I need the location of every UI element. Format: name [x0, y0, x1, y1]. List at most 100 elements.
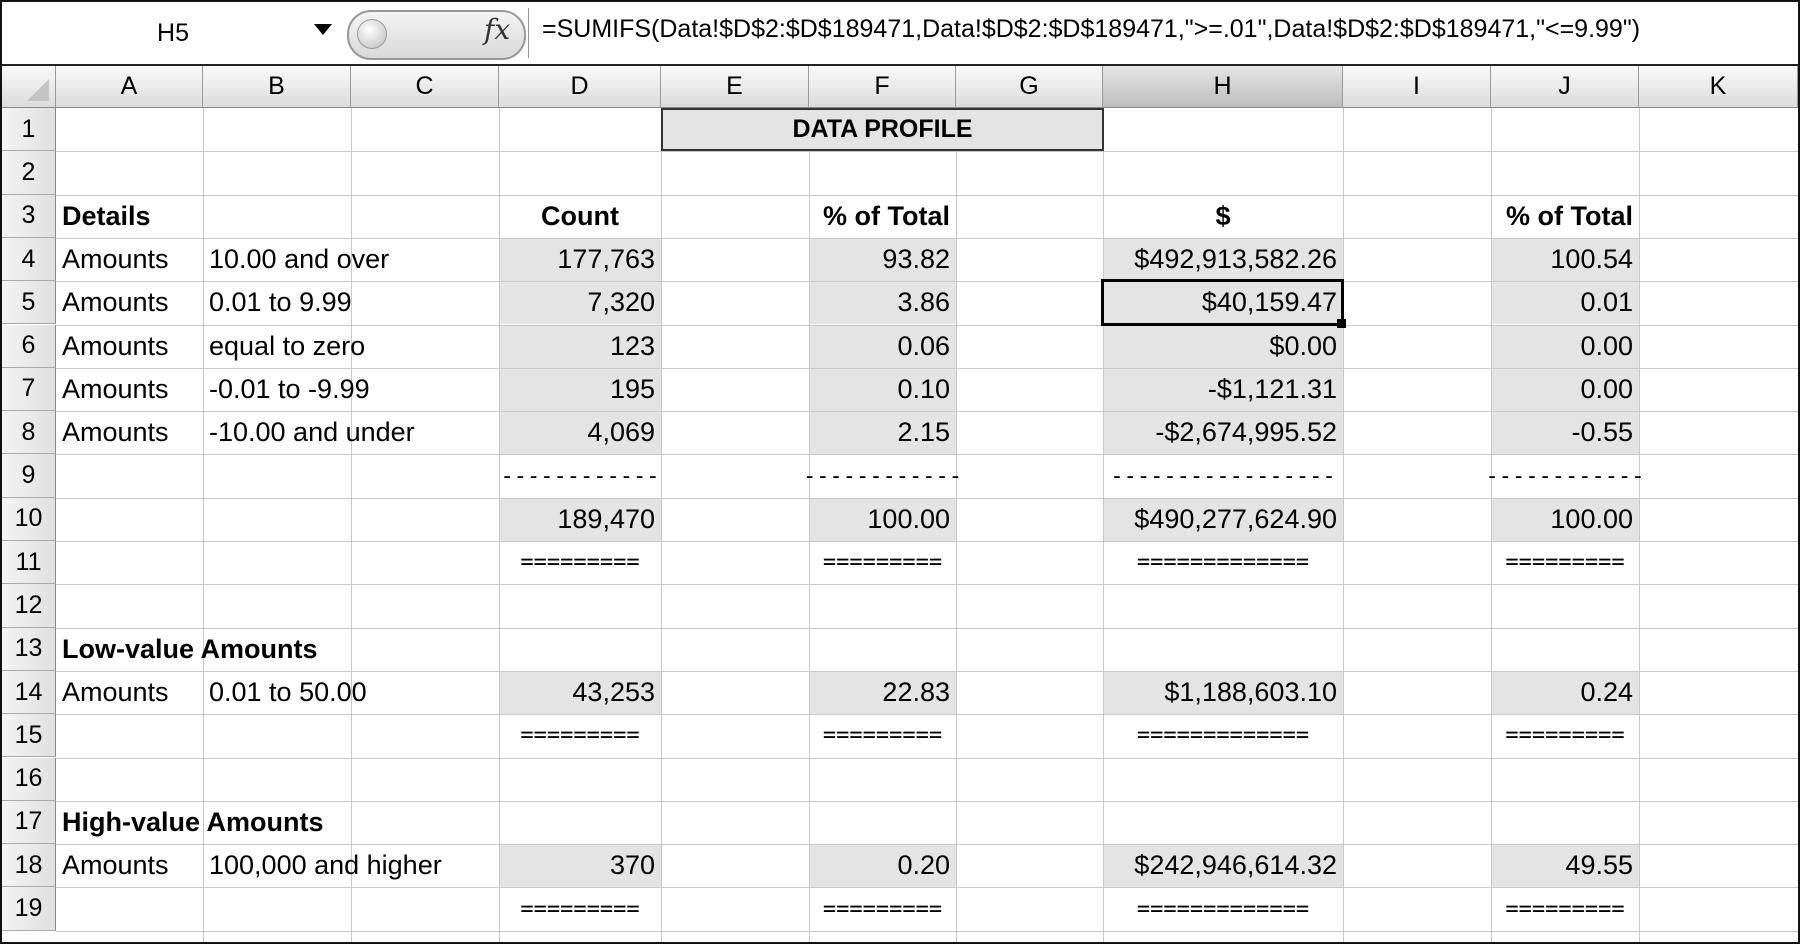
detail-range-cell[interactable]: 0.01 to 9.99 [209, 287, 352, 318]
detail-pct-cell[interactable]: 0.06 [897, 330, 950, 361]
low-value-label-cell[interactable]: Amounts [62, 677, 169, 708]
row-header-15[interactable]: 15 [2, 714, 56, 758]
row-header-12[interactable]: 12 [2, 584, 56, 628]
formula-bar-expander[interactable] [347, 10, 526, 60]
column-header-a[interactable]: A [56, 66, 203, 108]
column-header-c[interactable]: C [351, 66, 499, 108]
detail-pct-amount-cell[interactable]: 0.00 [1580, 330, 1633, 361]
dash-separator[interactable]: ----------------- [1110, 463, 1336, 489]
worksheet-grid[interactable]: A B C D E F G H I J K 1 2 3 4 5 6 7 8 9 10 11 12 13 14 15 16 17 18 19… [2, 66, 1798, 942]
row-header-17[interactable]: 17 [2, 800, 56, 845]
detail-count-cell[interactable]: 177,763 [557, 244, 655, 275]
low-value-amount-cell[interactable]: $1,188,603.10 [1164, 677, 1337, 708]
high-value-range-cell[interactable]: 100,000 and higher [209, 850, 442, 881]
detail-pct-amount-cell[interactable]: -0.55 [1571, 417, 1633, 448]
column-header-j[interactable]: J [1491, 66, 1639, 108]
high-value-pct-amount-cell[interactable]: 49.55 [1565, 850, 1633, 881]
detail-amount-cell[interactable]: $0.00 [1269, 330, 1337, 361]
detail-count-cell[interactable]: 195 [609, 373, 655, 404]
row-header-1[interactable]: 1 [2, 108, 56, 152]
column-header-d[interactable]: D [499, 66, 661, 108]
count-header[interactable]: Count [541, 200, 619, 231]
high-value-pct-cell[interactable]: 0.20 [897, 850, 950, 881]
insert-function-icon[interactable]: fx [484, 13, 511, 46]
detail-range-cell[interactable]: -10.00 and under [209, 417, 415, 448]
row-header-6[interactable]: 6 [2, 324, 56, 368]
column-header-i[interactable]: I [1343, 66, 1491, 108]
row-header-11[interactable]: 11 [2, 541, 56, 585]
low-value-heading[interactable]: Low-value Amounts [62, 633, 318, 664]
high-value-count-cell[interactable]: 370 [609, 850, 655, 881]
double-separator[interactable]: ============= [1136, 550, 1310, 576]
dollars-header[interactable]: $ [1215, 200, 1231, 231]
detail-label-cell[interactable]: Amounts [62, 373, 169, 404]
low-value-count-cell[interactable]: 43,253 [572, 677, 655, 708]
row-header-5[interactable]: 5 [2, 281, 56, 325]
column-header-f[interactable]: F [809, 66, 956, 108]
double-separator[interactable]: ========= [1505, 550, 1625, 576]
row-header-9[interactable]: 9 [2, 454, 56, 498]
fill-handle[interactable] [1337, 318, 1346, 328]
row-header-16[interactable]: 16 [2, 757, 56, 801]
name-box[interactable]: H5 [157, 18, 189, 47]
detail-count-cell[interactable]: 4,069 [587, 417, 655, 448]
row-header-2[interactable]: 2 [2, 151, 56, 195]
formula-input[interactable]: =SUMIFS(Data!$D$2:$D$189471,Data!$D$2:$D… [542, 15, 1641, 43]
detail-range-cell[interactable]: -0.01 to -9.99 [209, 373, 370, 404]
double-separator[interactable]: ============= [1136, 723, 1310, 749]
pct-count-header[interactable]: % of Total [823, 200, 950, 231]
double-separator[interactable]: ========= [520, 723, 640, 749]
detail-label-cell[interactable]: Amounts [62, 244, 169, 275]
high-value-heading[interactable]: High-value Amounts [62, 806, 324, 837]
pct-dollars-header[interactable]: % of Total [1506, 200, 1633, 231]
total-count-cell[interactable]: 189,470 [557, 503, 655, 534]
total-amount-cell[interactable]: $490,277,624.90 [1134, 503, 1337, 534]
column-header-e[interactable]: E [661, 66, 809, 108]
dash-separator[interactable]: ------------ [500, 463, 660, 489]
detail-count-cell[interactable]: 123 [609, 330, 655, 361]
detail-pct-amount-cell[interactable]: 0.00 [1580, 373, 1633, 404]
row-header-19[interactable]: 19 [2, 887, 56, 931]
high-value-label-cell[interactable]: Amounts [62, 850, 169, 881]
row-header-13[interactable]: 13 [2, 627, 56, 671]
active-cell-outline[interactable] [1101, 279, 1344, 327]
column-header-g[interactable]: G [956, 66, 1103, 108]
detail-range-cell[interactable]: 10.00 and over [209, 244, 390, 275]
double-separator[interactable]: ========= [520, 896, 640, 922]
double-separator[interactable]: ========= [822, 896, 943, 922]
column-header-h[interactable]: H [1103, 66, 1343, 108]
column-header-k[interactable]: K [1639, 66, 1798, 108]
dash-separator[interactable]: ------------ [803, 463, 962, 489]
column-header-b[interactable]: B [203, 66, 351, 108]
low-value-pct-amount-cell[interactable]: 0.24 [1580, 677, 1633, 708]
double-separator[interactable]: ========= [822, 723, 943, 749]
detail-pct-cell[interactable]: 2.15 [897, 417, 950, 448]
detail-count-cell[interactable]: 7,320 [587, 287, 655, 318]
double-separator[interactable]: ========= [1505, 723, 1625, 749]
detail-pct-cell[interactable]: 93.82 [882, 244, 950, 275]
chevron-down-icon[interactable] [314, 24, 332, 35]
row-header-14[interactable]: 14 [2, 670, 56, 715]
double-separator[interactable]: ============= [1136, 896, 1310, 922]
select-all-button[interactable] [2, 66, 56, 108]
row-header-18[interactable]: 18 [2, 844, 56, 888]
detail-pct-cell[interactable]: 3.86 [897, 287, 950, 318]
detail-amount-cell[interactable]: -$2,674,995.52 [1155, 417, 1337, 448]
double-separator[interactable]: ========= [822, 550, 943, 576]
detail-label-cell[interactable]: Amounts [62, 287, 169, 318]
row-header-3[interactable]: 3 [2, 194, 56, 238]
detail-label-cell[interactable]: Amounts [62, 330, 169, 361]
detail-amount-cell[interactable]: $40,159.47 [1201, 287, 1337, 318]
high-value-amount-cell[interactable]: $242,946,614.32 [1134, 850, 1337, 881]
dash-separator[interactable]: ------------ [1485, 463, 1645, 489]
row-header-10[interactable]: 10 [2, 497, 56, 541]
detail-range-cell[interactable]: equal to zero [209, 330, 366, 361]
double-separator[interactable]: ========= [520, 550, 640, 576]
detail-pct-amount-cell[interactable]: 100.54 [1550, 244, 1633, 275]
total-pct-amount-cell[interactable]: 100.00 [1550, 503, 1633, 534]
details-header[interactable]: Details [62, 200, 151, 231]
data-profile-title[interactable]: DATA PROFILE [661, 108, 1104, 151]
detail-pct-cell[interactable]: 0.10 [897, 373, 950, 404]
low-value-range-cell[interactable]: 0.01 to 50.00 [209, 677, 367, 708]
detail-pct-amount-cell[interactable]: 0.01 [1580, 287, 1633, 318]
